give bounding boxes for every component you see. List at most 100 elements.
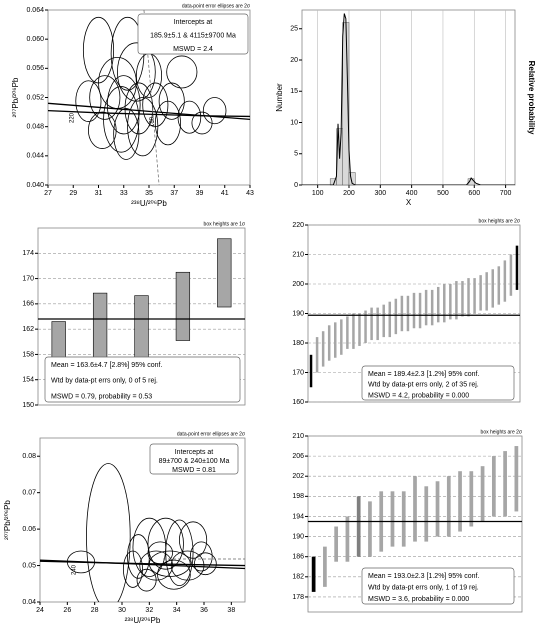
x-tick-label: 41 bbox=[221, 190, 229, 197]
error-ellipse bbox=[86, 463, 131, 602]
error-ellipse bbox=[166, 55, 198, 89]
y-tick-label: 186 bbox=[292, 554, 304, 561]
error-ellipse bbox=[88, 111, 117, 149]
y-tick-label: 182 bbox=[292, 574, 304, 581]
error-box bbox=[356, 496, 361, 557]
error-box bbox=[424, 289, 428, 326]
y-tick-label: 220 bbox=[292, 222, 304, 229]
x-axis-label: ²³⁸U/²⁰⁶Pb bbox=[131, 199, 167, 208]
x-tick-label: 37 bbox=[170, 190, 178, 197]
error-box bbox=[515, 245, 519, 290]
error-box bbox=[503, 260, 507, 302]
error-box bbox=[412, 292, 416, 329]
y-tick-label: 0.08 bbox=[22, 453, 36, 460]
error-box bbox=[467, 278, 470, 317]
error-box bbox=[480, 466, 485, 522]
error-box bbox=[394, 298, 398, 335]
y-tick-label: 0.064 bbox=[26, 7, 44, 14]
error-box bbox=[455, 281, 458, 320]
info-text: Mean = 193.0±2.3 [1.2%] 95% conf. bbox=[368, 573, 479, 580]
y-tick-label: 194 bbox=[292, 513, 304, 520]
plot-frame bbox=[301, 9, 516, 186]
x-tick-label: 36 bbox=[200, 607, 208, 614]
error-ellipse bbox=[136, 568, 157, 592]
y-axis-label: Number bbox=[275, 83, 284, 112]
error-ellipse bbox=[178, 521, 208, 559]
info-text: MSWD = 0.79, probability = 0.53 bbox=[51, 393, 152, 400]
error-ellipse bbox=[113, 108, 140, 160]
error-box bbox=[435, 481, 440, 537]
info-text: Mean = 163.6±4.7 [2.8%] 95% conf. bbox=[51, 362, 162, 369]
error-box bbox=[401, 491, 406, 547]
x-axis-label: ²³⁸U/²⁰⁶Pb bbox=[125, 616, 161, 625]
error-box bbox=[370, 307, 373, 341]
reference-line bbox=[143, 10, 160, 185]
probability-curve bbox=[302, 13, 515, 185]
error-box bbox=[382, 304, 385, 338]
info-text: Intercepts at bbox=[175, 449, 214, 456]
y-tick-label: 0.07 bbox=[22, 490, 36, 497]
error-box bbox=[352, 313, 355, 349]
error-ellipse bbox=[147, 517, 184, 570]
error-ellipse bbox=[127, 97, 159, 157]
x-tick-label: 27 bbox=[44, 190, 52, 197]
curve-line bbox=[40, 559, 245, 570]
x-tick-label: 300 bbox=[374, 190, 386, 197]
error-box bbox=[446, 476, 451, 537]
error-ellipse bbox=[89, 75, 121, 120]
error-box bbox=[334, 526, 339, 562]
y-tick-label: 0.052 bbox=[26, 94, 44, 101]
error-box bbox=[436, 286, 440, 323]
y-tick-label: 10 bbox=[290, 119, 298, 126]
x-tick-label: 33 bbox=[120, 190, 128, 197]
x-tick-label: 29 bbox=[69, 190, 77, 197]
note: box heights are 1σ bbox=[204, 221, 246, 227]
y-tick-label: 190 bbox=[292, 310, 304, 317]
error-box bbox=[364, 310, 367, 343]
error-box bbox=[388, 301, 392, 338]
y-tick-label: 200 bbox=[292, 281, 304, 288]
error-ellipse bbox=[202, 97, 227, 125]
histogram-bar bbox=[348, 172, 356, 186]
x-tick-label: 34 bbox=[173, 607, 181, 614]
y-tick-label: 0.06 bbox=[22, 526, 36, 533]
error-box bbox=[321, 331, 325, 367]
y-tick-label: 15 bbox=[290, 88, 298, 95]
x-axis-label: X bbox=[406, 198, 412, 207]
y-tick-label: 0.048 bbox=[26, 124, 44, 131]
y-tick-label: 170 bbox=[292, 369, 304, 376]
error-box bbox=[497, 266, 501, 305]
error-box bbox=[424, 486, 429, 542]
error-box bbox=[358, 313, 361, 346]
error-box bbox=[134, 295, 149, 358]
y-tick-label: 160 bbox=[292, 399, 304, 406]
x-tick-label: 400 bbox=[406, 190, 418, 197]
error-box bbox=[491, 269, 494, 308]
error-box bbox=[430, 289, 434, 326]
info-text: 185.9±5.1 & 4115±9700 Ma bbox=[150, 32, 236, 39]
error-ellipse bbox=[194, 552, 217, 576]
y-tick-label: 210 bbox=[292, 433, 304, 440]
y-tick-label: 0.040 bbox=[26, 182, 44, 189]
y-tick-label: 202 bbox=[292, 473, 304, 480]
y-tick-label: 170 bbox=[22, 275, 34, 282]
curve-label: 180 bbox=[150, 116, 156, 127]
note: box heights are 2σ bbox=[479, 218, 521, 224]
error-ellipse bbox=[177, 100, 202, 134]
y-tick-label: 0.056 bbox=[26, 65, 44, 72]
info-text: Intercepts at bbox=[174, 19, 213, 26]
y-tick-label: 162 bbox=[22, 326, 34, 333]
error-box bbox=[443, 284, 446, 323]
info-box bbox=[149, 443, 239, 475]
y-tick-label: 0.060 bbox=[26, 36, 44, 43]
error-box bbox=[309, 354, 313, 388]
y2-axis-label: Relative probability bbox=[527, 61, 536, 135]
error-box bbox=[400, 295, 404, 332]
info-text: MSWD = 3.6, probability = 0.000 bbox=[368, 596, 469, 603]
curve-label: 220 bbox=[70, 112, 76, 123]
y-tick-label: 0.044 bbox=[26, 153, 44, 160]
x-tick-label: 39 bbox=[196, 190, 204, 197]
error-ellipse bbox=[75, 80, 102, 122]
info-box bbox=[361, 365, 515, 401]
